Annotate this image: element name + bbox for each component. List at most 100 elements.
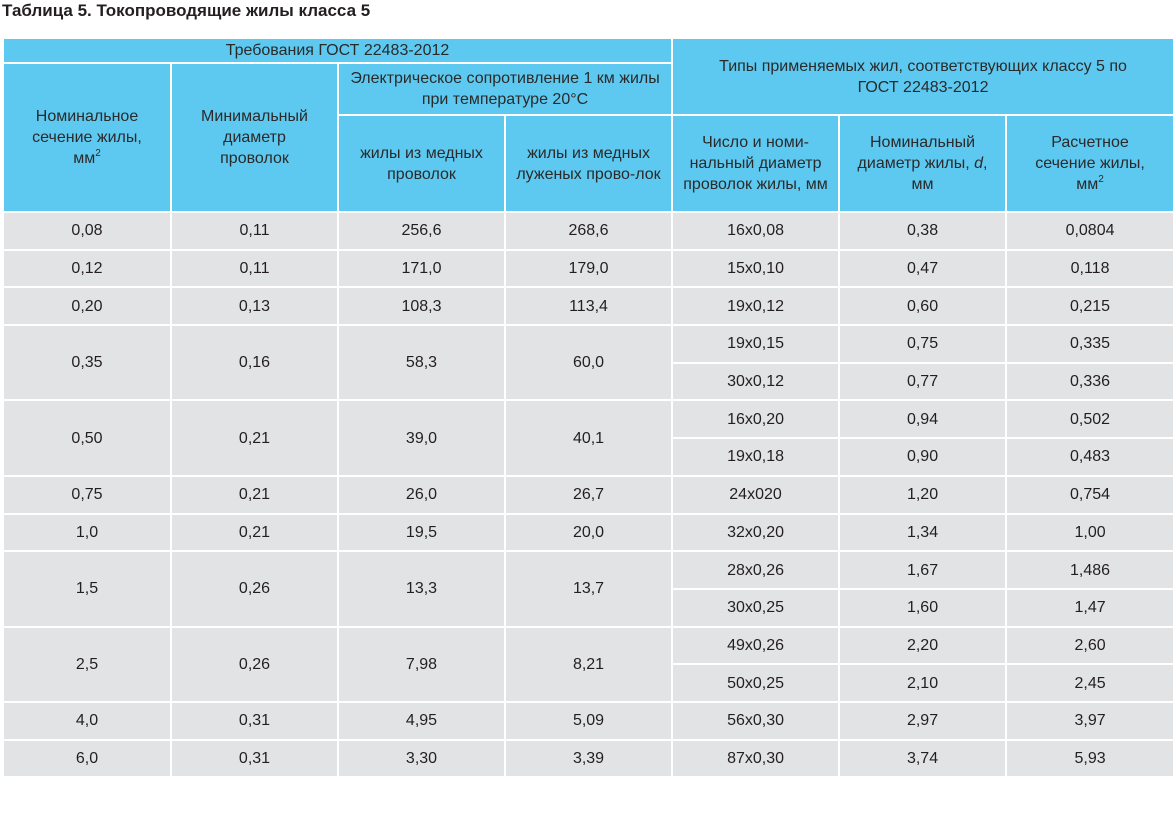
cell-nominal-section: 0,50	[2, 399, 172, 477]
cell-nominal-section: 6,0	[2, 738, 172, 779]
cell-wire-count-diameter: 32x0,20	[671, 512, 841, 553]
header-min-diameter: Минимальный диаметр проволок	[170, 62, 339, 213]
cell-min-diameter: 0,11	[170, 248, 339, 289]
cell-nominal-diameter: 2,10	[838, 663, 1008, 703]
cell-calc-section: 1,00	[1005, 512, 1175, 553]
cell-resistance-tinned: 40,1	[503, 399, 674, 477]
cell-resistance-copper: 108,3	[337, 286, 506, 327]
cell-calc-section: 1,47	[1005, 587, 1175, 628]
cell-nominal-section: 0,12	[2, 248, 172, 289]
table-row: 30x0,12 0,77 0,336	[3, 361, 1175, 402]
header-types-group-text: Типы применяемых жил, соответствующих кл…	[719, 57, 1127, 96]
cell-nominal-section: 0,75	[2, 474, 172, 515]
cell-nominal-diameter: 0,47	[838, 248, 1008, 289]
cell-resistance-copper: 256,6	[337, 211, 506, 251]
cell-wire-count-diameter: 16x0,08	[671, 211, 841, 251]
cell-resistance-tinned: 113,4	[503, 286, 674, 327]
cell-nominal-section: 0,35	[2, 324, 172, 402]
header-copper-wires-text: жилы из медных проволок	[360, 144, 483, 183]
table-row: 0,20 0,13 108,3 113,4 19x0,12 0,60 0,215	[2, 286, 1175, 327]
cell-resistance-tinned: 5,09	[503, 700, 674, 741]
table-header: Требования ГОСТ 22483-2012 Типы применяе…	[1, 37, 1175, 213]
header-gost-requirements: Требования ГОСТ 22483-2012	[1, 37, 674, 64]
table-row: 30x0,25 1,60 1,47	[3, 587, 1175, 628]
cell-calc-section: 2,60	[1005, 625, 1175, 666]
cell-calc-section: 0,483	[1005, 437, 1175, 477]
cell-wire-count-diameter: 15x0,10	[671, 248, 841, 289]
table-row: 4,0 0,31 4,95 5,09 56x0,30 2,97 3,97	[2, 700, 1175, 741]
table-row: 0,08 0,11 256,6 268,6 16x0,08 0,38 0,0804	[2, 211, 1175, 251]
cell-nominal-section: 4,0	[2, 700, 172, 741]
cell-min-diameter: 0,21	[170, 399, 339, 477]
cell-min-diameter: 0,31	[170, 738, 339, 779]
cell-wire-count-diameter: 24x020	[671, 474, 841, 515]
cell-resistance-copper: 26,0	[337, 474, 506, 515]
cell-nominal-section: 1,5	[2, 550, 172, 628]
cell-resistance-copper: 13,3	[337, 550, 506, 628]
cell-resistance-tinned: 13,7	[503, 550, 674, 628]
cell-calc-section: 2,45	[1005, 663, 1175, 703]
cell-wire-count-diameter: 28x0,26	[671, 550, 841, 590]
cell-nominal-diameter: 0,77	[838, 361, 1008, 402]
cell-nominal-diameter: 1,67	[838, 550, 1008, 590]
cell-resistance-tinned: 8,21	[503, 625, 674, 703]
cell-resistance-tinned: 3,39	[503, 738, 674, 779]
cell-nominal-diameter: 0,75	[838, 324, 1008, 364]
cell-min-diameter: 0,13	[170, 286, 339, 327]
table-row: 0,50 0,21 39,0 40,1 16x0,20 0,94 0,502	[2, 399, 1175, 477]
cell-wire-count-diameter: 16x0,20	[671, 399, 841, 440]
table-row: 1,5 0,26 13,3 13,7 28x0,26 1,67 1,486	[2, 550, 1175, 628]
cell-nominal-diameter: 2,97	[838, 700, 1008, 741]
cell-nominal-diameter: 0,60	[838, 286, 1008, 327]
cell-min-diameter: 0,26	[170, 550, 339, 628]
header-nominal-diameter-var: d	[974, 155, 984, 172]
cell-calc-section: 0,215	[1005, 286, 1175, 327]
cell-calc-section: 1,486	[1005, 550, 1175, 590]
cell-resistance-copper: 4,95	[337, 700, 506, 741]
cell-calc-section: 0,336	[1005, 361, 1175, 402]
header-nominal-section-text: Номинальное сечение жилы, мм	[32, 108, 142, 167]
cell-calc-section: 5,93	[1005, 738, 1175, 779]
table-row: 0,12 0,11 171,0 179,0 15x0,10 0,47 0,118	[2, 248, 1175, 289]
cell-nominal-diameter: 0,38	[838, 211, 1008, 251]
header-nominal-diameter: Номинальный диаметр жилы, d, мм	[838, 114, 1008, 213]
cell-nominal-section: 0,08	[2, 211, 172, 251]
header-tinned-copper-wires: жилы из медных луженых прово-лок	[503, 114, 674, 213]
cell-nominal-diameter: 3,74	[838, 738, 1008, 779]
cell-calc-section: 0,0804	[1005, 211, 1175, 251]
header-wire-count-diameter-text: Число и номи-нальный диаметр проволок жи…	[683, 134, 828, 193]
cell-wire-count-diameter: 87x0,30	[671, 738, 841, 779]
cell-wire-count-diameter: 19x0,18	[671, 437, 841, 477]
header-min-diameter-text: Минимальный диаметр проволок	[201, 108, 308, 167]
table-title: Таблица 5. Токопроводящие жилы класса 5	[2, 1, 371, 20]
cell-resistance-copper: 39,0	[337, 399, 506, 477]
cable-conductor-table: Требования ГОСТ 22483-2012 Типы применяе…	[1, 37, 1175, 779]
table-row: 1,0 0,21 19,5 20,0 32x0,20 1,34 1,00	[2, 512, 1175, 553]
cell-resistance-copper: 171,0	[337, 248, 506, 289]
cell-resistance-copper: 3,30	[337, 738, 506, 779]
cell-calc-section: 0,118	[1005, 248, 1175, 289]
table-row: 2,5 0,26 7,98 8,21 49x0,26 2,20 2,60	[2, 625, 1175, 703]
cell-wire-count-diameter: 50x0,25	[671, 663, 841, 703]
cell-min-diameter: 0,16	[170, 324, 339, 402]
cell-resistance-copper: 7,98	[337, 625, 506, 703]
cell-min-diameter: 0,21	[170, 512, 339, 553]
header-copper-wires: жилы из медных проволок	[337, 114, 506, 213]
cell-wire-count-diameter: 30x0,12	[671, 361, 841, 402]
cell-calc-section: 0,502	[1005, 399, 1175, 440]
table-row: 0,35 0,16 58,3 60,0 19x0,15 0,75 0,335	[2, 324, 1175, 402]
header-calc-section-text: Расчетное сечение жилы, мм	[1035, 134, 1145, 193]
cell-calc-section: 3,97	[1005, 700, 1175, 741]
cell-resistance-tinned: 20,0	[503, 512, 674, 553]
table-row: 0,75 0,21 26,0 26,7 24x020 1,20 0,754	[2, 474, 1175, 515]
table-body: 0,08 0,11 256,6 268,6 16x0,08 0,38 0,0804 0,12 0…	[2, 211, 1175, 779]
cell-min-diameter: 0,31	[170, 700, 339, 741]
cell-min-diameter: 0,21	[170, 474, 339, 515]
cell-nominal-diameter: 1,60	[838, 587, 1008, 628]
table-row: 6,0 0,31 3,30 3,39 87x0,30 3,74 5,93	[2, 738, 1175, 779]
cell-resistance-tinned: 60,0	[503, 324, 674, 402]
header-resistance-group-text: Электрическое сопротивление 1 км жилы пр…	[350, 70, 660, 108]
header-wire-count-diameter: Число и номи-нальный диаметр проволок жи…	[671, 114, 841, 213]
header-calc-section: Расчетное сечение жилы, мм2	[1005, 114, 1175, 213]
cell-calc-section: 0,335	[1005, 324, 1175, 364]
